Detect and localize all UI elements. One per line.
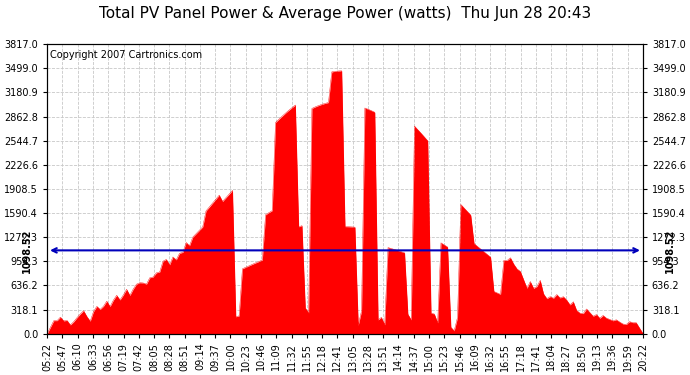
Text: 1098.52: 1098.52 (22, 228, 32, 273)
Text: 1098.52: 1098.52 (664, 228, 675, 273)
Text: Copyright 2007 Cartronics.com: Copyright 2007 Cartronics.com (50, 50, 202, 60)
Text: Total PV Panel Power & Average Power (watts)  Thu Jun 28 20:43: Total PV Panel Power & Average Power (wa… (99, 6, 591, 21)
